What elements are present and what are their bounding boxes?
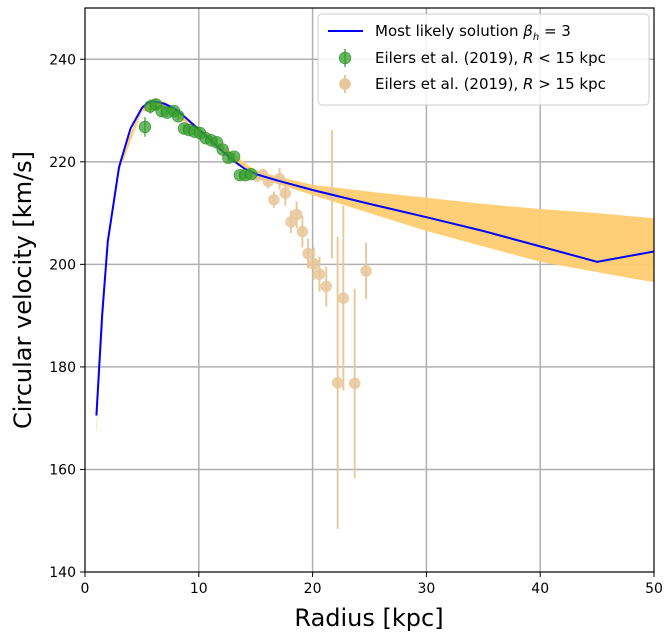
outer-data-point-marker [279,187,292,199]
inner-data-point-marker [138,120,152,134]
y-tick-label: 160 [49,462,76,478]
x-tick-label: 20 [304,581,322,597]
legend-outer-label: Eilers et al. (2019), R > 15 kpc [375,75,606,93]
outer-data-point-marker [331,377,344,389]
outer-data-point-marker [348,377,361,390]
y-tick-label: 240 [49,52,76,68]
plot-frame [84,7,655,573]
y-axis-title: Circular velocity [km/s] [9,151,37,429]
y-axis-ticks: 140 160 180 200 220 240 [49,52,85,581]
legend-inner-label: Eilers et al. (2019), R < 15 kpc [375,49,606,67]
outer-data-point-marker [320,280,333,293]
outer-data-point-marker [313,268,326,280]
inner-data-points [138,98,258,182]
legend-outer-marker [339,78,351,90]
x-tick-label: 50 [645,581,663,597]
inner-data-point-marker [227,150,241,163]
y-tick-label: 180 [49,360,76,376]
x-tick-label: 0 [81,581,90,597]
x-tick-label: 30 [417,581,435,597]
y-tick-label: 220 [49,155,76,171]
outer-data-point-marker [307,258,320,270]
outer-data-point-marker [302,247,314,260]
x-tick-label: 10 [190,581,208,597]
x-tick-label: 40 [531,581,549,597]
legend-model-label: Most likely solution βh = 3 [375,22,571,43]
inner-data-point-marker [172,109,185,123]
x-axis-ticks: 0 10 20 30 40 50 [81,572,663,597]
outer-data-point-marker [290,208,303,221]
outer-data-point-marker [296,225,309,238]
legend-frame [317,13,650,106]
outer-data-point-marker [360,265,372,277]
outer-data-point-marker [337,292,350,305]
y-tick-label: 200 [49,257,76,273]
legend-inner-marker [338,51,352,65]
outer-data-point-marker [268,193,280,206]
inner-data-point-marker [244,167,258,181]
legend: Most likely solution βh = 3 Eilers et al… [317,13,650,106]
y-tick-label: 140 [49,565,76,581]
x-axis-title: Radius [kpc] [294,604,443,632]
